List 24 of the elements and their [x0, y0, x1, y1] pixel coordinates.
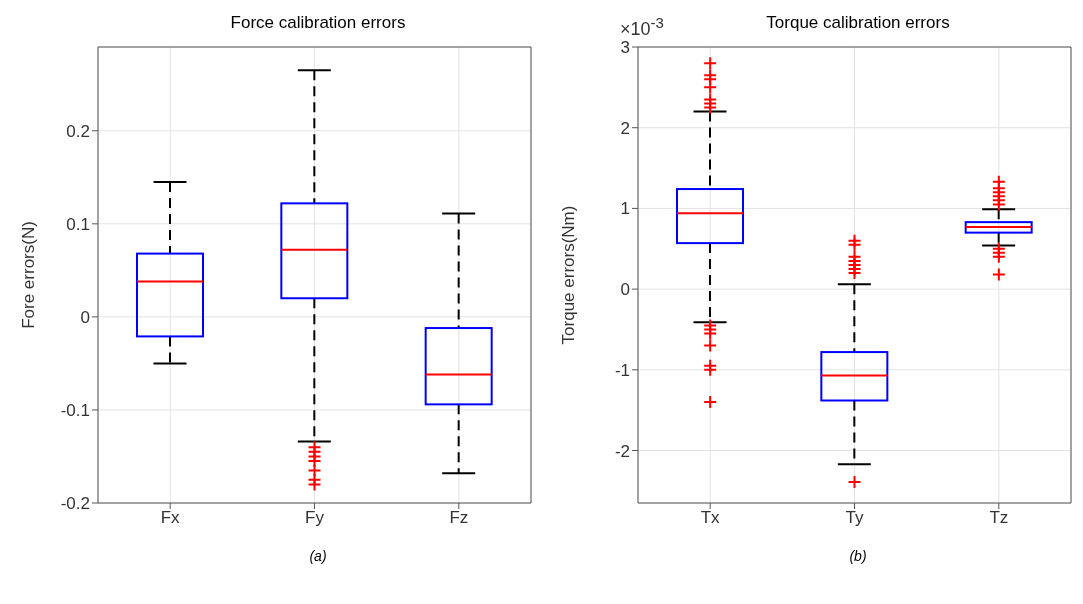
chart-title: Torque calibration errors: [766, 13, 950, 32]
x-tick-label: Fx: [160, 508, 181, 528]
y-axis-title: Fore errors(N): [19, 221, 39, 329]
chart-title: Force calibration errors: [229, 12, 407, 34]
x-tick-label: Tx: [700, 508, 721, 528]
y-tick-label: -0.1: [60, 400, 90, 420]
y-tick-label: 2: [620, 118, 630, 138]
y-tick-label: 1: [620, 199, 630, 219]
x-tick-label: Fz: [449, 508, 469, 528]
y-tick-label: -2: [614, 441, 630, 461]
y-tick-label: 0: [80, 307, 90, 327]
x-tick-label: Tz: [989, 508, 1009, 528]
text: (b): [848, 548, 868, 564]
text: (a): [308, 548, 328, 564]
y-tick-label: 0.2: [66, 121, 90, 141]
y-tick-label: 3: [620, 38, 630, 58]
x-tick-label: Fy: [305, 508, 325, 528]
y-tick-label: 0.1: [66, 214, 90, 234]
y-tick-label: -1: [614, 360, 630, 380]
y-tick-label: -0.2: [60, 494, 90, 514]
x-tick-label: Ty: [845, 508, 864, 528]
y-axis-title: Torque errors(Nm): [559, 205, 579, 345]
text: ×10$^{-3}$: [620, 14, 664, 40]
y-tick-label: 0: [620, 280, 630, 300]
